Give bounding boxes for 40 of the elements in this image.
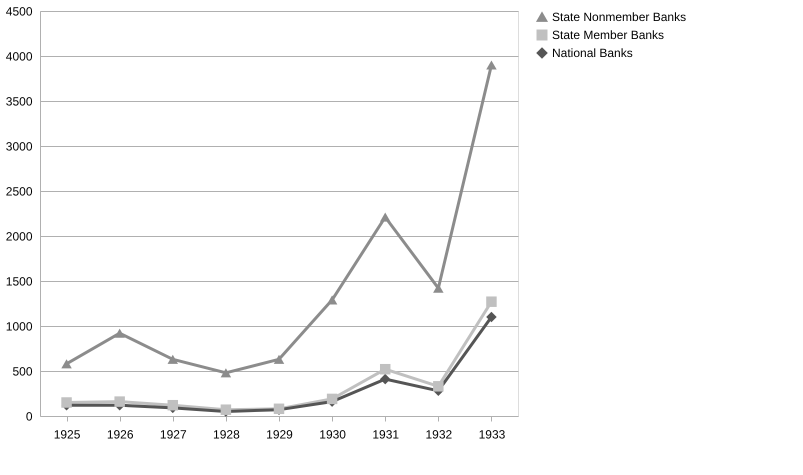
x-tick-label: 1933: [478, 428, 506, 442]
point: [61, 397, 72, 408]
point: [168, 400, 178, 410]
y-tick-label: 1500: [6, 274, 33, 288]
legend-label: State Nonmember Banks: [552, 10, 686, 24]
point: [380, 212, 390, 222]
x-tick-label: 1932: [425, 428, 453, 442]
y-tick-label: 1000: [6, 320, 33, 334]
x-tick-label: 1931: [372, 428, 400, 442]
point: [114, 396, 125, 407]
y-tick-label: 3500: [6, 94, 33, 108]
x-tick-label: 1930: [319, 428, 346, 442]
legend-label: State Member Banks: [552, 28, 664, 42]
point: [61, 359, 72, 368]
point: [220, 368, 232, 378]
y-tick-label: 4500: [6, 4, 33, 18]
point: [380, 364, 390, 374]
point: [486, 60, 497, 70]
y-tick-label: 500: [12, 364, 33, 378]
point: [486, 296, 497, 307]
point: [274, 354, 284, 364]
x-tick-label: 1929: [266, 428, 294, 442]
point: [433, 381, 444, 392]
y-tick-label: 3000: [6, 140, 33, 154]
x-tick-label: 1928: [213, 428, 240, 442]
point: [168, 354, 178, 364]
point: [326, 295, 338, 304]
y-tick-label: 2000: [6, 230, 33, 244]
x-tick-label: 1927: [160, 428, 187, 442]
y-tick-label: 0: [26, 410, 33, 424]
legend-label: National Banks: [552, 46, 633, 60]
y-tick-label: 4000: [6, 50, 33, 64]
point: [380, 374, 390, 384]
point: [326, 394, 338, 404]
y-tick-label: 2500: [6, 184, 33, 198]
x-tick-label: 1925: [54, 428, 81, 442]
point: [114, 328, 125, 338]
point: [433, 284, 444, 293]
point: [486, 312, 497, 322]
x-tick-label: 1926: [106, 428, 134, 442]
